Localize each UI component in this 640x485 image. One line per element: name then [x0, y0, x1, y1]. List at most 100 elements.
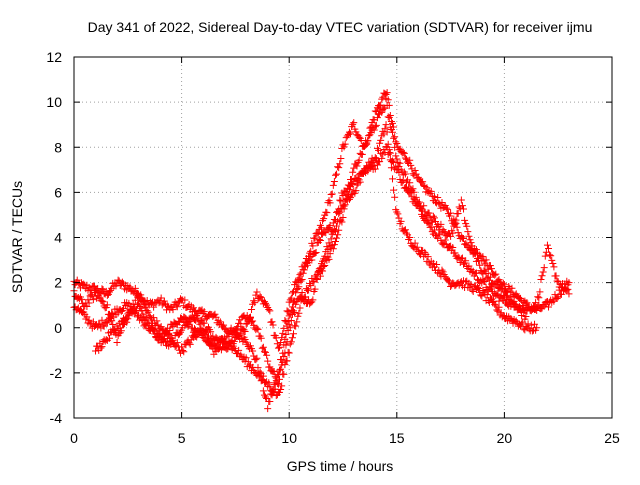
data-point — [313, 275, 321, 283]
data-point — [131, 284, 139, 292]
data-point — [268, 318, 276, 326]
data-point — [265, 305, 273, 313]
data-point — [553, 277, 561, 285]
data-point — [338, 218, 346, 226]
data-point — [549, 259, 557, 267]
data-point — [533, 303, 541, 311]
data-point — [376, 139, 384, 147]
data-point — [452, 216, 460, 224]
data-point — [344, 192, 352, 200]
data-point — [262, 348, 270, 356]
data-point — [263, 351, 271, 359]
data-point — [457, 255, 465, 263]
data-point — [298, 288, 306, 296]
data-point — [345, 181, 353, 189]
data-point — [491, 300, 499, 308]
data-point — [371, 165, 379, 173]
y-axis-label: SDTVAR / TECUs — [9, 181, 25, 293]
data-point — [259, 372, 267, 380]
data-point — [483, 291, 491, 299]
data-point — [462, 257, 470, 265]
data-point — [92, 286, 100, 294]
data-point — [428, 218, 436, 226]
data-point — [290, 287, 298, 295]
series-track-d — [92, 95, 530, 399]
data-point — [485, 276, 493, 284]
data-point — [123, 313, 131, 321]
y-tick-label: 0 — [54, 320, 62, 336]
x-tick-label: 5 — [178, 430, 186, 446]
data-point — [334, 231, 342, 239]
y-tick-label: 6 — [54, 184, 62, 200]
data-point — [312, 249, 320, 257]
data-point — [388, 128, 396, 136]
data-point — [262, 393, 270, 401]
data-point — [316, 236, 324, 244]
y-tick-label: 12 — [46, 49, 62, 65]
data-point — [106, 334, 114, 342]
data-point — [118, 278, 126, 286]
data-point — [333, 234, 341, 242]
data-point — [507, 293, 515, 301]
data-point — [345, 128, 353, 136]
data-point — [387, 164, 395, 172]
data-point — [384, 113, 392, 121]
data-point — [399, 148, 407, 156]
data-point — [235, 332, 243, 340]
data-point — [535, 294, 543, 302]
data-point — [288, 289, 296, 297]
data-point — [552, 272, 560, 280]
data-point — [402, 229, 410, 237]
data-point — [563, 286, 571, 294]
data-point — [461, 216, 469, 224]
data-point — [295, 283, 303, 291]
data-point — [390, 186, 398, 194]
data-point — [353, 162, 361, 170]
data-point — [337, 154, 345, 162]
data-point — [482, 256, 490, 264]
data-point — [393, 140, 401, 148]
data-point — [80, 280, 88, 288]
data-point — [321, 252, 329, 260]
data-point — [324, 245, 332, 253]
data-point — [253, 288, 261, 296]
data-point — [377, 136, 385, 144]
data-point — [415, 198, 423, 206]
x-tick-label: 25 — [604, 430, 620, 446]
data-point — [494, 277, 502, 285]
data-point — [293, 318, 301, 326]
data-point — [372, 155, 380, 163]
data-point — [371, 154, 379, 162]
data-point — [158, 301, 166, 309]
data-point — [406, 234, 414, 242]
data-point — [96, 320, 104, 328]
data-point — [277, 365, 285, 373]
data-point — [276, 375, 284, 383]
data-point — [397, 217, 405, 225]
data-point — [519, 305, 527, 313]
data-point — [230, 337, 238, 345]
data-point — [441, 236, 449, 244]
data-point — [478, 292, 486, 300]
data-point — [391, 143, 399, 151]
data-point — [95, 292, 103, 300]
data-point — [386, 149, 394, 157]
data-point — [323, 209, 331, 217]
data-point — [298, 275, 306, 283]
data-point — [335, 164, 343, 172]
data-point — [305, 286, 313, 294]
data-point — [440, 228, 448, 236]
data-point — [215, 344, 223, 352]
data-point — [264, 405, 272, 413]
data-point — [565, 290, 573, 298]
data-point — [339, 191, 347, 199]
data-point — [333, 170, 341, 178]
data-point — [303, 261, 311, 269]
data-point — [259, 343, 267, 351]
data-point — [173, 339, 181, 347]
data-point — [356, 178, 364, 186]
data-point — [295, 274, 303, 282]
data-point — [495, 276, 503, 284]
data-point — [264, 357, 272, 365]
data-point — [430, 214, 438, 222]
